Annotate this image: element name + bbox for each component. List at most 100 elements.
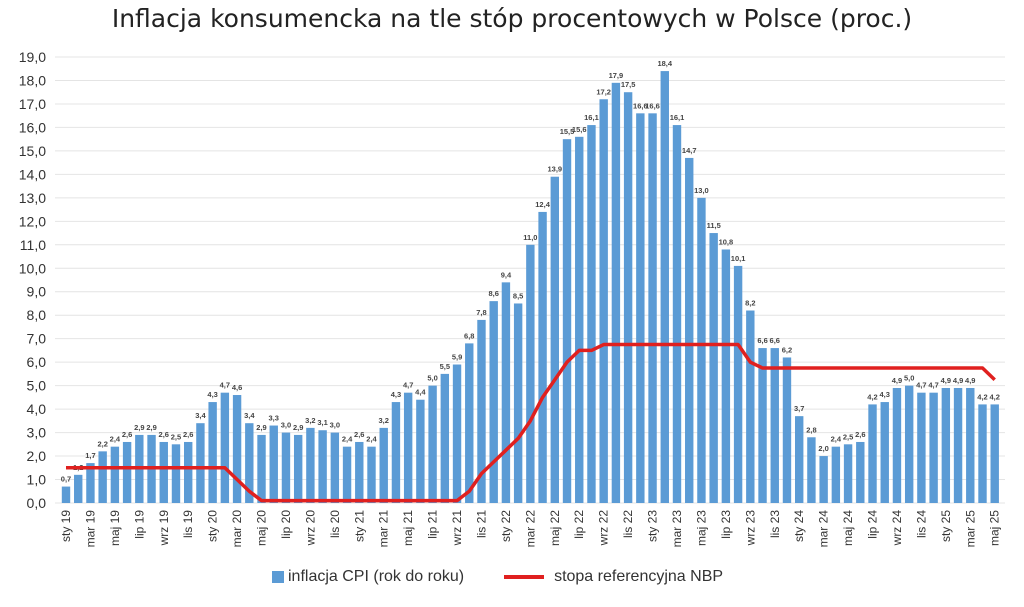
x-tick-label: lip 23 [719,510,733,539]
x-tick-label: wrz 21 [450,510,464,547]
bar [330,432,340,503]
data-label: 2,9 [146,423,156,432]
data-label: 11,5 [707,221,721,230]
data-label: 2,8 [806,425,816,434]
bar [746,310,755,503]
bar [880,402,889,503]
bar [403,392,413,503]
data-label: 2,4 [110,435,121,444]
bar [770,348,779,503]
data-label: 16,6 [645,101,660,110]
data-label: 16,1 [584,113,599,122]
data-label: 3,1 [317,418,327,427]
x-tick-label: mar 25 [963,510,977,548]
data-label: 2,6 [159,430,169,439]
bar [721,249,731,503]
x-tick-label: wrz 22 [597,510,611,547]
data-label: 3,0 [281,421,291,430]
data-label: 4,6 [232,383,242,392]
legend-label-nbp: stopa referencyjna NBP [554,568,724,585]
data-label: 8,6 [488,289,498,298]
x-tick-label: wrz 23 [743,510,757,547]
data-label: 17,9 [609,71,624,80]
bar [660,71,669,503]
bar [428,385,437,503]
x-tick-label: maj 21 [401,510,415,546]
data-label: 3,0 [330,421,340,430]
data-label: 2,6 [183,430,193,439]
bar [122,441,132,503]
bar [538,211,547,503]
bar [978,404,987,503]
data-label: 4,7 [220,381,230,390]
bar [782,357,792,503]
data-label: 2,5 [843,432,853,441]
data-label: 8,2 [745,299,755,308]
bar [819,456,828,503]
data-label: 3,2 [305,416,315,425]
x-tick-label: lis 23 [768,510,782,538]
legend: inflacja CPI (rok do roku) stopa referen… [272,568,723,586]
bar [599,99,608,504]
bar [648,113,657,503]
y-tick-label: 8,0 [27,307,47,323]
bar [196,423,205,503]
chart-title: Inflacja konsumencka na tle stóp procent… [111,4,913,33]
data-label: 3,3 [269,414,279,423]
x-tick-label: lis 21 [474,510,488,538]
data-label: 3,2 [379,416,389,425]
y-tick-label: 19,0 [19,49,46,65]
data-label: 2,6 [855,430,865,439]
data-label: 2,4 [366,435,377,444]
data-label: 2,2 [97,439,107,448]
y-tick-label: 1,0 [27,472,47,488]
data-label: 4,3 [880,390,890,399]
y-tick-label: 6,0 [27,354,47,370]
bar [355,441,364,503]
data-label: 2,6 [122,430,132,439]
y-tick-label: 9,0 [27,284,47,300]
bar [440,373,450,503]
data-label: 1,7 [85,451,95,460]
x-tick-label: sty 19 [59,510,73,542]
data-label: 0,7 [61,475,71,484]
bar [379,427,388,503]
bar [709,233,718,504]
data-label: 7,8 [476,308,486,317]
x-tick-label: lip 19 [132,510,146,539]
x-tick-label: lip 24 [866,510,880,539]
x-tick-label: mar 21 [377,510,391,548]
bar [184,441,193,503]
x-tick-label: lis 19 [181,510,195,538]
data-label: 4,3 [207,390,217,399]
bar [611,82,621,504]
bar [513,303,523,503]
x-tick-label: mar 23 [670,510,684,548]
data-label: 2,5 [171,432,181,441]
x-tick-label: mar 24 [817,510,831,548]
x-tick-label: maj 22 [548,510,562,546]
data-label: 5,0 [427,374,437,383]
x-tick-label: maj 24 [841,510,855,546]
data-label: 2,9 [134,423,144,432]
bar [562,139,572,503]
bar [526,244,535,503]
data-label: 3,4 [244,411,255,420]
data-label: 4,7 [403,381,413,390]
x-tick-label: sty 25 [939,510,953,542]
y-tick-label: 5,0 [27,378,47,394]
data-label: 12,4 [535,200,550,209]
bar [856,441,865,503]
bar [86,463,95,503]
data-label: 4,3 [391,390,401,399]
bar [74,474,83,503]
bar [110,446,120,503]
y-tick-label: 14,0 [19,166,46,182]
bar [171,444,181,503]
data-label: 4,7 [928,381,938,390]
data-label: 4,9 [965,376,975,385]
data-label: 15,5 [560,127,575,136]
x-tick-label: sty 22 [499,510,513,542]
x-tick-label: maj 19 [108,510,122,546]
